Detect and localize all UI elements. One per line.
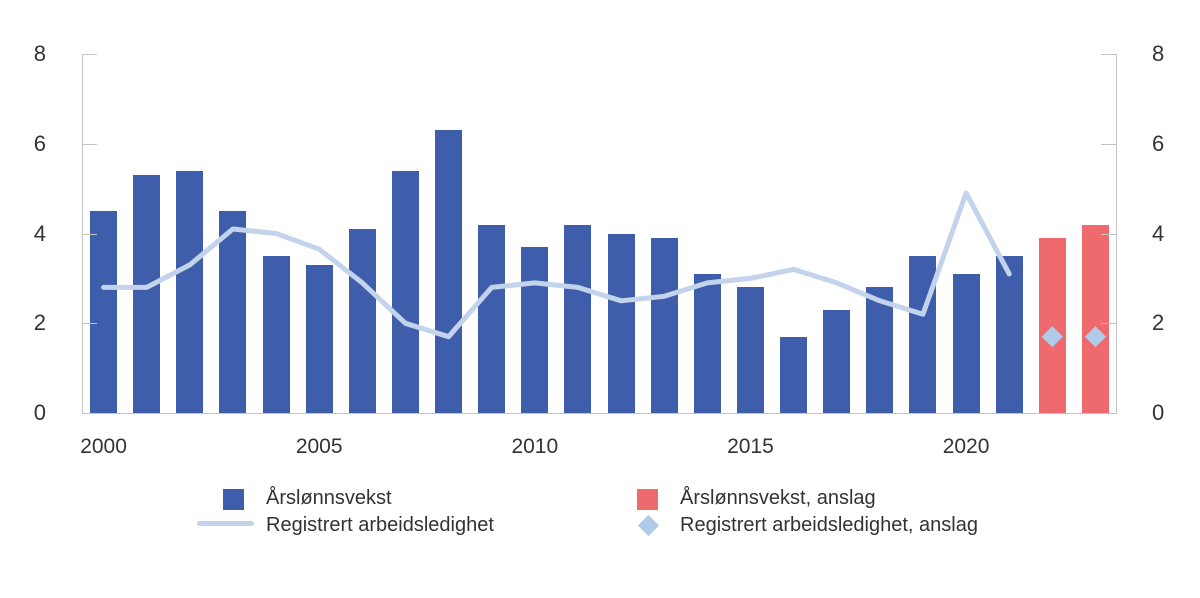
y-axis-label-left-4: 4	[33, 220, 46, 246]
bar-2023	[1081, 224, 1109, 413]
bar-2001	[133, 175, 161, 413]
bar-2010	[521, 246, 549, 413]
bar-2000	[90, 211, 118, 413]
bar-2002	[176, 170, 204, 413]
line-layer	[101, 190, 1107, 348]
y-axis-label-left-8: 8	[33, 41, 46, 66]
legend-label-unemployment-forecast: Registrert arbeidsledighet, anslag	[680, 514, 978, 536]
y-axis-label-right-0: 0	[1152, 400, 1165, 425]
bar-2007	[391, 170, 419, 413]
y-tick-left-2	[82, 323, 97, 325]
legend-swatch-wage-growth-forecast	[637, 489, 658, 510]
bar-2016	[780, 336, 808, 413]
bar-2018	[866, 287, 894, 413]
bar-2005	[305, 264, 333, 413]
y-tick-left-4	[82, 233, 97, 235]
unemployment-forecast-diamond-2023	[1084, 326, 1107, 348]
bar-2014	[693, 273, 721, 413]
bar-2003	[219, 211, 247, 413]
x-axis-label-2000: 2000	[80, 435, 127, 458]
bar-2008	[435, 130, 463, 413]
x-axis-label-2015: 2015	[727, 435, 774, 458]
x-axis-label-2020: 2020	[942, 435, 990, 458]
bar-2015	[736, 287, 764, 413]
y-axis-label-right-6: 6	[1152, 130, 1165, 156]
y-tick-right-8	[1101, 54, 1116, 55]
bar-2013	[650, 237, 678, 413]
legend-label-wage-growth: Årslønnsvekst	[266, 487, 392, 509]
y-tick-left-6	[82, 143, 97, 145]
y-tick-right-4	[1101, 233, 1116, 235]
bar-2011	[564, 224, 592, 413]
y-tick-right-0	[1101, 413, 1116, 414]
y-axis-label-left-0: 0	[33, 400, 46, 425]
y-axis-label-right-8: 8	[1152, 41, 1165, 66]
legend-swatch-unemployment-line	[197, 521, 254, 526]
y-axis-label-left-6: 6	[33, 130, 46, 156]
y-tick-right-6	[1101, 143, 1116, 145]
legend-label-unemployment: Registrert arbeidsledighet	[266, 514, 494, 536]
bar-2012	[607, 233, 635, 413]
legend-label-wage-growth-forecast: Årslønnsvekst, anslag	[680, 487, 876, 509]
x-axis-label-2010: 2010	[511, 435, 559, 458]
legend-swatch-wage-growth	[223, 489, 244, 510]
y-tick-left-0	[82, 413, 97, 414]
legend-swatch-unemployment-forecast-diamond	[637, 514, 660, 537]
bar-2020	[952, 273, 980, 413]
bar-2009	[478, 224, 506, 413]
unemployment-forecast-diamond-2022	[1041, 326, 1063, 348]
x-axis-baseline	[82, 413, 1117, 414]
bar-2006	[348, 229, 376, 413]
y-tick-right-2	[1101, 323, 1116, 325]
y-axis-label-right-2: 2	[1152, 310, 1165, 336]
x-axis-label-2005: 2005	[295, 435, 343, 458]
bar-2004	[262, 255, 290, 413]
bar-2017	[823, 309, 851, 413]
bar-2022	[1038, 237, 1066, 413]
y-tick-left-8	[82, 54, 97, 55]
y-axis-right	[1116, 54, 1117, 413]
y-axis-label-right-4: 4	[1152, 220, 1165, 246]
y-axis-label-left-2: 2	[33, 310, 46, 336]
unemployment-line	[101, 190, 1012, 340]
bar-2021	[995, 255, 1023, 413]
